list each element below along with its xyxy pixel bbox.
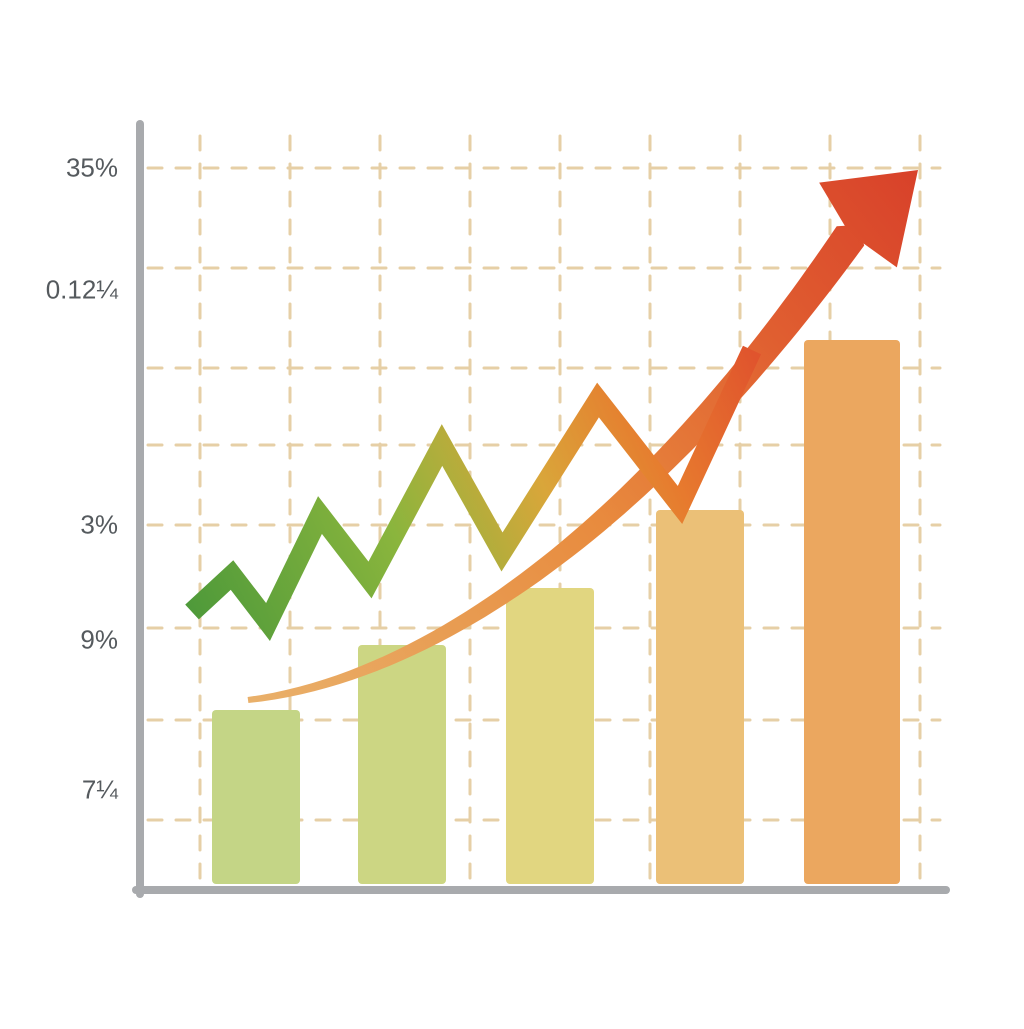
bar	[804, 340, 900, 884]
growth-chart: 35% 0.12¼ 3% 9% 7¼	[0, 0, 1024, 1024]
y-tick-label: 9%	[0, 625, 118, 656]
bar-series	[212, 340, 900, 884]
y-tick-label: 3%	[0, 510, 118, 541]
y-tick-label: 35%	[0, 153, 118, 184]
y-tick-label: 0.12¼	[0, 275, 118, 306]
bar	[212, 710, 300, 884]
bar	[506, 588, 594, 884]
bar	[358, 645, 446, 884]
y-tick-label: 7¼	[0, 775, 118, 806]
chart-canvas	[0, 0, 1024, 1024]
bar	[656, 510, 744, 884]
